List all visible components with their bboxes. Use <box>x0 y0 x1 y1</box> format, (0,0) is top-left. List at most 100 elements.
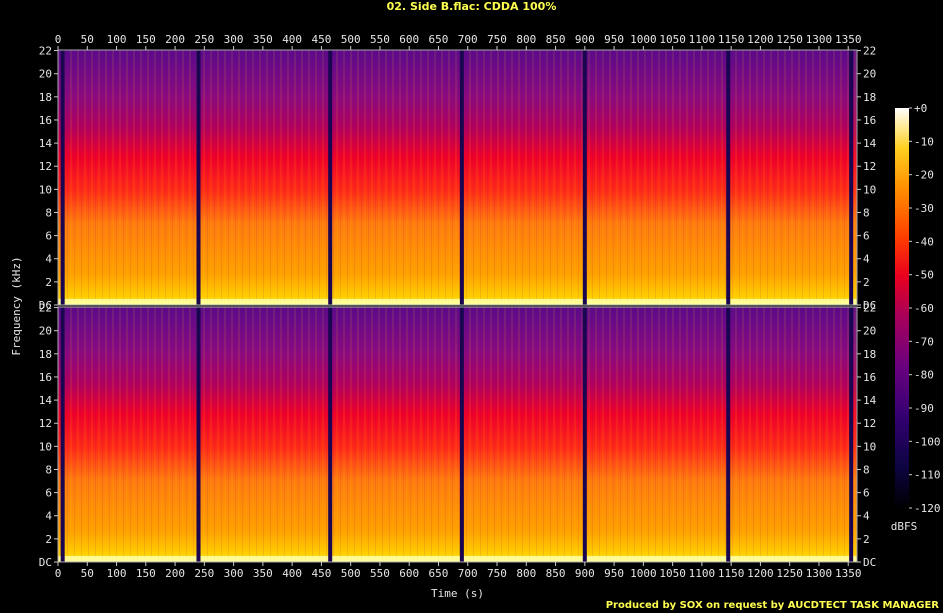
y-tick-label: 12 <box>863 417 876 430</box>
x-tick-label: 150 <box>136 33 156 46</box>
spectrogram-texture <box>58 307 857 562</box>
x-tick-label: 800 <box>516 33 536 46</box>
y-tick-label: 6 <box>863 487 870 500</box>
y-tick-label: 8 <box>863 206 870 219</box>
colorbar-tick-label: -50 <box>914 269 934 282</box>
x-tick-label: 300 <box>224 33 244 46</box>
y-tick-label: 22 <box>863 302 876 315</box>
y-tick-label: DC <box>863 556 876 569</box>
y-tick-label: 2 <box>45 533 52 546</box>
track-gap <box>849 307 854 562</box>
y-tick-label: 18 <box>863 348 876 361</box>
chart-title: 02. Side B.flac: CDDA 100% <box>386 0 557 13</box>
x-tick-label: 0 <box>55 33 62 46</box>
y-tick-label: 4 <box>863 510 870 523</box>
x-tick-label: 1050 <box>659 567 686 580</box>
track-gap <box>60 50 65 305</box>
x-tick-label: 950 <box>604 33 624 46</box>
x-tick-label: 550 <box>370 33 390 46</box>
x-tick-label: 200 <box>165 33 185 46</box>
colorbar-tick-label: -110 <box>914 469 941 482</box>
y-tick-label: 8 <box>45 206 52 219</box>
y-tick-label: 8 <box>863 463 870 476</box>
x-tick-label: 1150 <box>718 567 745 580</box>
x-tick-label: 400 <box>282 567 302 580</box>
x-tick-label: 600 <box>399 33 419 46</box>
x-tick-label: 700 <box>458 33 478 46</box>
spectrogram-texture <box>58 50 857 305</box>
y-tick-label: 18 <box>39 348 52 361</box>
x-tick-label: 300 <box>224 567 244 580</box>
y-tick-label: 16 <box>39 114 52 127</box>
x-tick-label: 900 <box>575 567 595 580</box>
spectrogram-panel-2 <box>57 306 858 563</box>
x-tick-label: 550 <box>370 567 390 580</box>
y-tick-label: 12 <box>39 160 52 173</box>
track-gap <box>196 307 201 562</box>
colorbar-tick-label: +0 <box>914 102 927 115</box>
x-tick-label: 350 <box>253 567 273 580</box>
x-tick-label: 1250 <box>776 567 803 580</box>
y-tick-label: 22 <box>39 302 52 315</box>
low-frequency-band <box>58 556 857 562</box>
x-tick-label: 700 <box>458 567 478 580</box>
x-tick-label: 100 <box>107 33 127 46</box>
y-tick-label: 20 <box>39 68 52 81</box>
x-tick-label: 950 <box>604 567 624 580</box>
x-tick-label: 200 <box>165 567 185 580</box>
x-tick-label: 0 <box>55 567 62 580</box>
x-tick-label: 250 <box>194 567 214 580</box>
y-tick-label: 22 <box>39 45 52 58</box>
x-tick-label: 800 <box>516 567 536 580</box>
y-tick-label: 16 <box>863 114 876 127</box>
x-tick-label: 650 <box>429 33 449 46</box>
y-tick-label: 20 <box>39 325 52 338</box>
x-tick-label: 400 <box>282 33 302 46</box>
colorbar-tick-label: -90 <box>914 402 934 415</box>
y-tick-label: 2 <box>45 276 52 289</box>
x-axis-label: Time (s) <box>431 587 484 600</box>
colorbar-tick-label: -60 <box>914 302 934 315</box>
y-tick-label: 6 <box>45 230 52 243</box>
colorbar-tick-label: -100 <box>914 435 941 448</box>
x-tick-label: 1000 <box>630 567 657 580</box>
y-tick-label: 10 <box>863 440 876 453</box>
y-tick-label: 2 <box>863 276 870 289</box>
x-tick-label: 850 <box>546 33 566 46</box>
track-gap <box>582 50 587 305</box>
y-tick-label: 6 <box>45 487 52 500</box>
colorbar-tick-label: -80 <box>914 369 934 382</box>
x-tick-label: 1300 <box>806 567 833 580</box>
track-gap <box>726 50 731 305</box>
x-tick-label: 650 <box>429 567 449 580</box>
colorbar-scale <box>895 108 909 508</box>
y-tick-label: 20 <box>863 68 876 81</box>
colorbar-tick-label: -10 <box>914 135 934 148</box>
track-gap <box>582 307 587 562</box>
x-tick-label: 850 <box>546 567 566 580</box>
x-tick-label: 50 <box>81 567 94 580</box>
y-tick-label: 12 <box>863 160 876 173</box>
x-tick-label: 1350 <box>835 567 862 580</box>
track-gap <box>328 50 333 305</box>
x-tick-label: 1000 <box>630 33 657 46</box>
y-tick-label: DC <box>39 556 52 569</box>
colorbar-tick-label: -70 <box>914 335 934 348</box>
x-tick-label: 350 <box>253 33 273 46</box>
track-gap <box>726 307 731 562</box>
x-tick-label: 500 <box>341 33 361 46</box>
x-tick-label: 1050 <box>659 33 686 46</box>
panel-frame <box>57 306 858 563</box>
y-tick-label: 4 <box>863 253 870 266</box>
colorbar-tick-label: -40 <box>914 235 934 248</box>
x-tick-label: 750 <box>487 33 507 46</box>
y-tick-label: 16 <box>863 371 876 384</box>
x-tick-label: 1300 <box>806 33 833 46</box>
x-tick-label: 100 <box>107 567 127 580</box>
producer-credit: Produced by SOX on request by AUCDTECT T… <box>605 600 939 611</box>
y-tick-label: 14 <box>39 137 53 150</box>
x-tick-label: 1100 <box>689 567 716 580</box>
colorbar-tick-label: -20 <box>914 169 934 182</box>
x-tick-label: 600 <box>399 567 419 580</box>
